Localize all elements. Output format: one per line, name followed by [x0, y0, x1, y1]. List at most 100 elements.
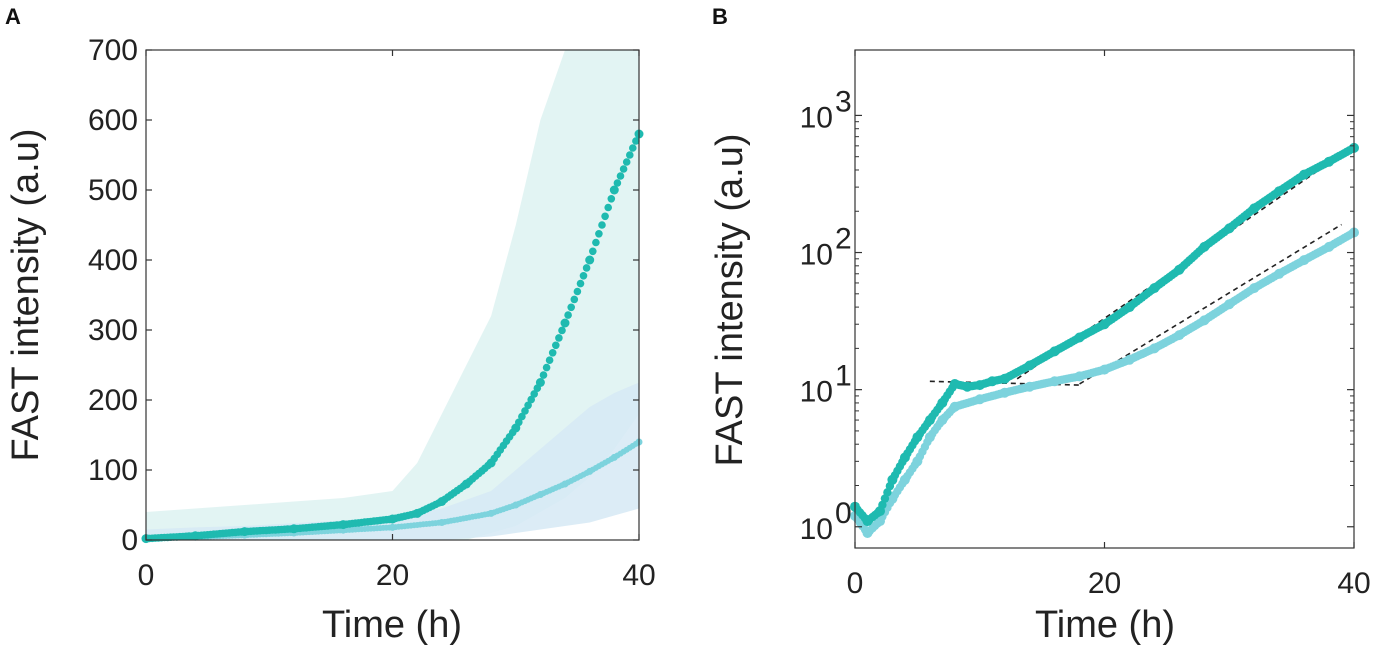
curve-marker-series-0 — [542, 363, 551, 372]
panel-b-letter: B — [712, 4, 728, 29]
fit-line — [1079, 223, 1342, 385]
y-tick-label: 600 — [88, 104, 138, 137]
x-tick-label: 20 — [376, 559, 409, 592]
curve-marker-series-0 — [622, 158, 631, 166]
y-tick-label: 10 — [800, 101, 833, 134]
point-series-0 — [1049, 346, 1060, 357]
point-series-0 — [1224, 223, 1235, 234]
curve-marker-series-0 — [536, 378, 545, 387]
curve-marker-series-0 — [512, 424, 520, 432]
panel-b-ticks: 10 010 110 210 30 20 40 — [800, 50, 1371, 600]
curve-marker-series-0 — [607, 195, 616, 203]
curve-marker-series-0 — [610, 186, 619, 194]
curve-marker-series-0 — [613, 179, 622, 187]
y-tick-exponent: 0 — [835, 497, 852, 530]
x-tick-label: 20 — [1088, 567, 1121, 600]
point-series-0 — [1274, 186, 1285, 197]
x-tick-label: 0 — [847, 567, 864, 600]
curve-marker-series-0 — [552, 341, 560, 350]
point-series-1 — [912, 456, 923, 467]
curve-marker-series-0 — [524, 401, 532, 410]
point-series-1 — [1074, 371, 1085, 382]
point-series-0 — [899, 452, 910, 463]
point-series-1 — [1174, 330, 1185, 341]
x-tick-label: 40 — [1337, 567, 1370, 600]
y-tick-label: 200 — [88, 384, 138, 417]
point-series-0 — [974, 380, 985, 391]
y-tick-label: 10 — [800, 239, 833, 272]
panel-b-xlabel: Time (h) — [1035, 604, 1175, 646]
curve-marker-series-0 — [579, 272, 588, 280]
point-series-1 — [1299, 255, 1310, 266]
point-series-1 — [937, 415, 948, 426]
curve-marker-series-0 — [598, 221, 606, 229]
panel-a-xlabel: Time (h) — [322, 604, 462, 646]
point-series-0 — [1174, 264, 1185, 275]
panel-a-points — [141, 129, 644, 544]
curve-marker-series-0 — [527, 395, 535, 404]
point-series-0 — [887, 474, 898, 485]
point-series-0 — [1074, 332, 1085, 343]
point-series-1 — [1049, 376, 1060, 387]
point-series-1 — [1249, 283, 1260, 294]
panel-a: A 0 100 200 300 400 500 600 700 0 20 40 Time (h) F… — [5, 4, 656, 646]
point-series-1 — [974, 394, 985, 405]
point-series-0 — [1099, 319, 1110, 330]
point-series-1 — [949, 401, 960, 412]
point-series-1 — [999, 387, 1010, 398]
point-series-0 — [912, 432, 923, 443]
point-series-0 — [875, 506, 885, 517]
curve-marker-series-0 — [564, 311, 572, 319]
curve-marker-series-0 — [632, 137, 640, 145]
panel-b-ylabel: FAST intensity (a.u) — [709, 134, 751, 467]
point-series-0 — [1299, 169, 1310, 180]
curve-marker-series-0 — [604, 203, 612, 212]
panel-a-bands — [146, 50, 639, 540]
point-series-0 — [924, 415, 935, 426]
curve-marker-series-0 — [619, 165, 628, 173]
point-series-0 — [1149, 283, 1160, 294]
curve-marker-series-0 — [582, 264, 591, 272]
y-tick-label: 400 — [88, 244, 138, 277]
curve-marker-series-0 — [530, 390, 538, 398]
curve-marker-series-0 — [518, 412, 526, 421]
point-series-0 — [1124, 302, 1135, 313]
curve-marker-series-0 — [558, 326, 566, 335]
panel-b-points — [850, 142, 1359, 538]
point-series-1 — [1099, 364, 1110, 375]
curve-marker-series-0 — [515, 418, 523, 427]
point-series-1 — [1274, 268, 1285, 279]
point-series-1 — [899, 474, 910, 485]
curve-marker-series-0 — [585, 256, 594, 264]
curve-marker-series-0 — [567, 303, 575, 312]
point-series-0 — [1199, 241, 1210, 252]
curve-marker-series-0 — [533, 384, 542, 393]
point-series-1 — [1224, 299, 1235, 310]
curve-marker-series-0 — [616, 172, 625, 180]
curve-marker-series-0 — [880, 494, 890, 503]
curve-marker-series-0 — [626, 151, 634, 159]
point-series-0 — [1324, 156, 1334, 167]
point-series-1 — [924, 432, 935, 443]
y-tick-label: 700 — [88, 34, 138, 67]
x-tick-label: 40 — [622, 559, 655, 592]
curve-marker-series-0 — [589, 247, 597, 256]
curve-marker-series-0 — [521, 407, 529, 415]
curve-marker-series-0 — [592, 238, 600, 247]
panel-b-axes-box — [854, 49, 1355, 549]
point-series-0 — [999, 373, 1010, 384]
point-series-0 — [962, 381, 973, 392]
panel-a-ticks: 0 100 200 300 400 500 600 700 0 20 40 — [88, 34, 656, 592]
curve-marker-series-0 — [548, 349, 557, 357]
curve-marker-series-0 — [539, 371, 548, 379]
y-tick-label: 10 — [800, 376, 833, 409]
point-series-0 — [1024, 360, 1035, 371]
curve-marker-series-0 — [561, 319, 569, 327]
point-series-1 — [887, 493, 898, 504]
curve-marker-series-0 — [545, 356, 554, 365]
panel-b: B 10 010 110 210 30 20 40 Time (h) FAST intens… — [709, 4, 1371, 646]
band-series-1 — [146, 382, 639, 540]
y-tick-exponent: 2 — [835, 223, 852, 256]
y-tick-exponent: 1 — [835, 360, 852, 393]
point-series-0 — [987, 376, 998, 387]
